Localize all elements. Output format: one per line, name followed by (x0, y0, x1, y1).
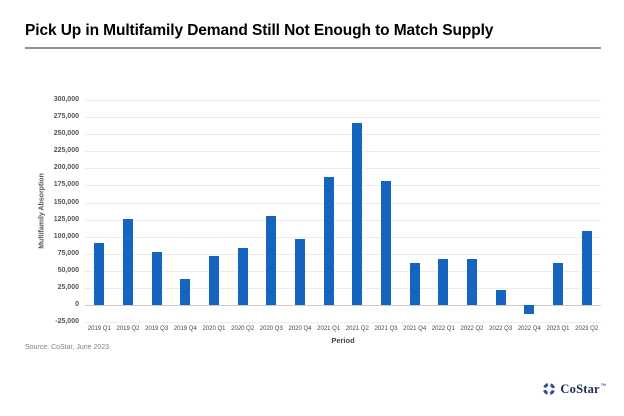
x-tick-label: 2020 Q1 (202, 326, 226, 332)
gridline (85, 185, 601, 187)
y-tick-label: -25,000 (55, 318, 79, 325)
y-tick-label: 175,000 (53, 181, 79, 189)
gridline (85, 236, 601, 238)
bar-2019-q1 (94, 243, 105, 305)
bar-2020-q2 (237, 247, 248, 305)
x-tick-label: 2022 Q4 (517, 326, 541, 332)
y-tick-label: 100,000 (53, 232, 79, 240)
bar-2023-q1 (553, 263, 563, 305)
bar-2019-q2 (123, 218, 133, 305)
source-note: Source: CoStar, June 2023 (25, 344, 110, 351)
trademark-symbol: ™ (600, 384, 606, 390)
gridline (85, 117, 601, 119)
y-tick-label: 0 (75, 300, 79, 308)
y-tick-label: 225,000 (53, 147, 79, 155)
gridline (85, 202, 601, 204)
gridline (85, 287, 601, 289)
bar-2022-q4 (524, 304, 535, 314)
x-tick-label: 2022 Q3 (489, 326, 513, 332)
y-tick-label: 250,000 (53, 130, 79, 138)
x-tick-label: 2019 Q1 (87, 326, 111, 332)
x-tick-label: 2021 Q1 (317, 326, 341, 332)
costar-logo-text: CoStar™ (560, 381, 606, 396)
x-tick-label: 2020 Q4 (288, 326, 312, 332)
bar-2020-q3 (266, 216, 277, 305)
gridline (85, 168, 601, 170)
y-tick-label: 150,000 (53, 198, 79, 206)
x-tick-label: 2022 Q2 (460, 326, 484, 332)
x-tick-label: 2021 Q2 (345, 326, 369, 332)
y-tick-label: 200,000 (53, 164, 79, 172)
x-axis-tick-labels: 2019 Q1 2019 Q2 2019 Q3 2019 Q4 2020 Q1 2020 … (85, 326, 601, 336)
costar-logo: CoStar™ (542, 381, 606, 397)
x-tick-label: 2022 Q1 (431, 326, 455, 332)
bar-2021-q2 (352, 123, 363, 305)
x-tick-label: 2020 Q2 (231, 326, 255, 332)
x-tick-label: 2021 Q4 (403, 326, 427, 332)
y-tick-label: 25,000 (57, 283, 79, 291)
bar-2021-q1 (323, 176, 334, 305)
x-tick-label: 2019 Q2 (116, 326, 140, 332)
x-tick-label: 2019 Q4 (173, 326, 197, 332)
title-divider (25, 47, 601, 49)
y-tick-label: 275,000 (53, 113, 79, 121)
gridline (85, 322, 601, 323)
x-tick-label: 2020 Q3 (259, 326, 283, 332)
gridline (85, 253, 601, 255)
y-tick-label: 125,000 (53, 215, 79, 223)
gridline (85, 100, 601, 101)
x-axis-title: Period (331, 336, 355, 345)
zero-gridline (85, 304, 601, 306)
x-tick-label: 2019 Q3 (145, 326, 169, 332)
costar-logo-icon (542, 382, 556, 396)
multifamily-absorption-bar-chart: Multifamily Absorption 300,000 275,000 250… (0, 60, 624, 350)
gridline (85, 270, 601, 272)
bar-2022-q2 (467, 259, 477, 305)
y-tick-label: 300,000 (53, 96, 79, 103)
gridline (85, 134, 601, 136)
bar-2021-q3 (381, 180, 391, 305)
bar-2023-q2 (581, 231, 592, 305)
bar-2020-q4 (295, 239, 305, 305)
gridline (85, 219, 601, 221)
gridline (85, 151, 601, 153)
x-tick-label: 2023 Q1 (546, 326, 570, 332)
y-axis-tick-labels: 300,000 275,000 250,000 225,000 200,000 175,0… (20, 96, 79, 325)
bar-2019-q3 (151, 252, 162, 305)
bar-2022-q1 (438, 258, 449, 305)
y-tick-label: 75,000 (57, 249, 79, 257)
plot-area (85, 100, 601, 323)
bar-2020-q1 (209, 255, 219, 305)
bar-2021-q4 (409, 263, 420, 305)
bar-2022-q3 (495, 289, 506, 305)
page-title: Pick Up in Multifamily Demand Still Not … (25, 22, 494, 39)
x-tick-label: 2021 Q3 (374, 326, 398, 332)
y-tick-label: 50,000 (57, 266, 79, 274)
bar-2019-q4 (180, 279, 191, 305)
x-tick-label: 2023 Q2 (575, 326, 599, 332)
